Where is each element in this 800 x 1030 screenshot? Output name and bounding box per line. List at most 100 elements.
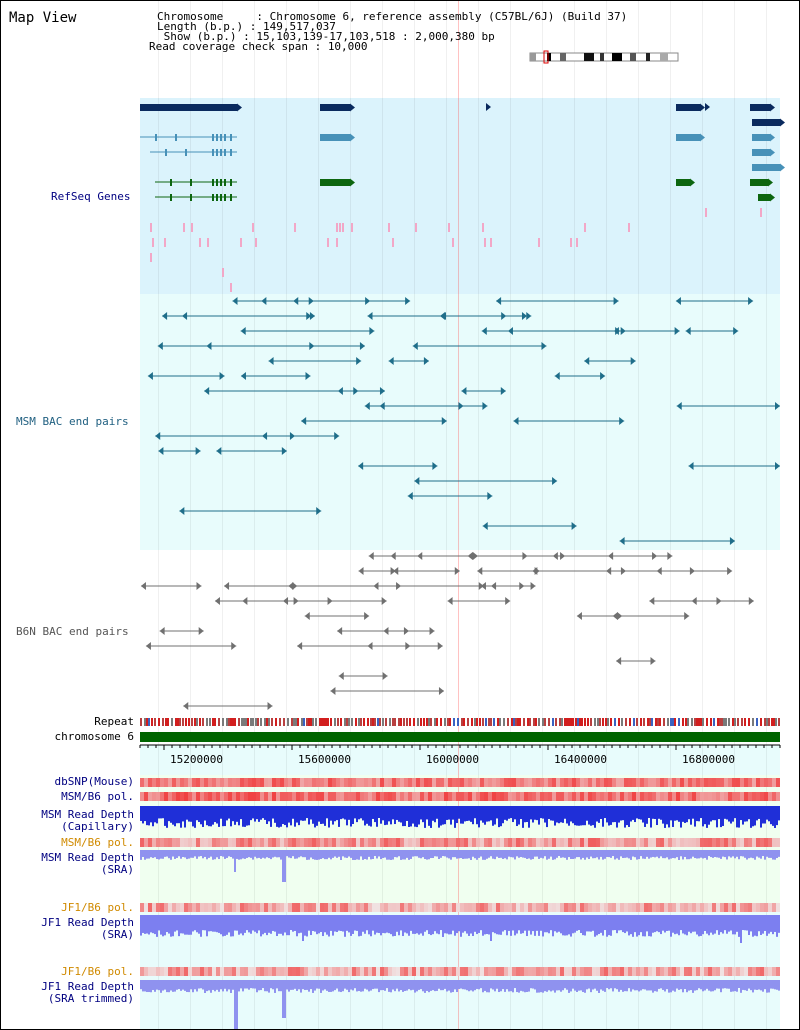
jf1-b6-pol-cell[interactable] — [168, 903, 172, 912]
msm-sra-depth-bar[interactable] — [496, 850, 498, 857]
jf1-b6-pol-cell[interactable] — [632, 903, 636, 912]
jf1-trimmed-depth-bar[interactable] — [254, 980, 256, 989]
msm-b6-pol-cell[interactable] — [540, 838, 544, 847]
msm-b6-pol-cell[interactable] — [508, 792, 512, 801]
repeat-element[interactable] — [337, 718, 339, 726]
repeat-element[interactable] — [717, 718, 719, 726]
msm-b6-pol-cell[interactable] — [688, 838, 692, 847]
msm-sra-depth-bar[interactable] — [682, 850, 684, 860]
msm-sra-depth-bar[interactable] — [756, 850, 758, 857]
jf1-sra-depth-bar[interactable] — [386, 915, 388, 933]
msm-sra-depth-bar[interactable] — [688, 850, 690, 860]
jf1-b6-pol-cell[interactable] — [156, 967, 160, 976]
msm-sra-depth-bar[interactable] — [218, 850, 220, 860]
msm-b6-pol-cell[interactable] — [576, 792, 580, 801]
msm-b6-pol-cell[interactable] — [320, 792, 324, 801]
jf1-b6-pol-cell[interactable] — [424, 903, 428, 912]
jf1-b6-pol-cell[interactable] — [244, 903, 248, 912]
msm-sra-depth-bar[interactable] — [618, 850, 620, 860]
jf1-b6-pol-cell[interactable] — [584, 967, 588, 976]
msm-b6-pol-cell[interactable] — [768, 792, 772, 801]
jf1-b6-pol-cell[interactable] — [528, 903, 532, 912]
jf1-trimmed-depth-bar[interactable] — [230, 980, 232, 993]
dbsnp-density-cell[interactable] — [700, 778, 704, 787]
msm-capillary-depth-bar[interactable] — [144, 806, 146, 822]
repeat-element[interactable] — [417, 718, 419, 726]
track-label-dbsnp[interactable]: dbSNP(Mouse) — [54, 775, 134, 788]
jf1-sra-depth-bar[interactable] — [426, 915, 428, 931]
jf1-sra-depth-bar[interactable] — [274, 915, 276, 932]
jf1-b6-pol-cell[interactable] — [200, 967, 204, 976]
jf1-b6-pol-cell[interactable] — [460, 903, 464, 912]
jf1-b6-pol-cell[interactable] — [284, 903, 288, 912]
jf1-sra-depth-bar[interactable] — [336, 915, 338, 932]
bac-end-marker[interactable] — [358, 567, 364, 575]
jf1-sra-depth-bar[interactable] — [334, 915, 336, 932]
refseq-exon[interactable] — [230, 134, 232, 141]
repeat-element[interactable] — [308, 718, 310, 726]
repeat-element[interactable] — [385, 718, 387, 726]
msm-sra-depth-bar[interactable] — [602, 850, 604, 860]
msm-b6-pol-cell[interactable] — [752, 838, 756, 847]
jf1-b6-pol-cell[interactable] — [608, 903, 612, 912]
dbsnp-density-cell[interactable] — [276, 778, 280, 787]
msm-sra-depth-bar[interactable] — [330, 850, 332, 860]
repeat-element[interactable] — [154, 718, 156, 726]
bac-end-marker[interactable] — [481, 327, 487, 335]
jf1-trimmed-depth-bar[interactable] — [352, 980, 354, 991]
repeat-element[interactable] — [523, 718, 525, 726]
jf1-b6-pol-cell[interactable] — [332, 967, 336, 976]
bac-end-marker[interactable] — [417, 552, 423, 560]
jf1-b6-pol-cell[interactable] — [656, 967, 660, 976]
jf1-b6-pol-cell[interactable] — [732, 903, 736, 912]
msm-capillary-depth-bar[interactable] — [462, 806, 464, 824]
msm-sra-depth-bar[interactable] — [486, 850, 488, 859]
repeat-element[interactable] — [218, 718, 220, 726]
jf1-trimmed-depth-bar[interactable] — [656, 980, 658, 992]
msm-b6-pol-cell[interactable] — [520, 792, 524, 801]
dbsnp-density-cell[interactable] — [768, 778, 772, 787]
jf1-sra-depth-bar[interactable] — [284, 915, 286, 933]
msm-b6-pol-cell[interactable] — [412, 838, 416, 847]
refseq-exon[interactable] — [220, 194, 222, 201]
jf1-trimmed-depth-bar[interactable] — [550, 980, 552, 992]
jf1-b6-pol-cell[interactable] — [476, 967, 480, 976]
msm-sra-depth-bar[interactable] — [418, 850, 420, 858]
jf1-b6-pol-cell[interactable] — [348, 903, 352, 912]
msm-sra-depth-bar[interactable] — [770, 850, 772, 858]
msm-sra-depth-bar[interactable] — [342, 850, 344, 857]
msm-sra-depth-bar[interactable] — [594, 850, 596, 859]
jf1-trimmed-depth-bar[interactable] — [296, 980, 298, 991]
jf1-b6-pol-cell[interactable] — [472, 967, 476, 976]
jf1-trimmed-depth-bar[interactable] — [148, 980, 150, 993]
msm-sra-depth-bar[interactable] — [146, 850, 148, 859]
msm-sra-depth-bar[interactable] — [392, 850, 394, 860]
bac-end-marker[interactable] — [505, 597, 511, 605]
jf1-trimmed-depth-bar[interactable] — [190, 980, 192, 990]
jf1-b6-pol-cell[interactable] — [620, 967, 624, 976]
msm-capillary-depth-bar[interactable] — [324, 806, 326, 826]
msm-sra-depth-bar[interactable] — [378, 850, 380, 857]
msm-capillary-depth-bar[interactable] — [628, 806, 630, 827]
msm-b6-pol-cell[interactable] — [268, 792, 272, 801]
refseq-gene[interactable] — [750, 104, 770, 111]
msm-b6-pol-cell[interactable] — [316, 838, 320, 847]
bac-end-marker[interactable] — [775, 402, 780, 410]
jf1-sra-depth-bar[interactable] — [508, 915, 510, 931]
jf1-b6-pol-cell[interactable] — [364, 967, 368, 976]
jf1-sra-depth-bar[interactable] — [620, 915, 622, 931]
dbsnp-density-cell[interactable] — [648, 778, 652, 787]
msm-capillary-depth-bar[interactable] — [690, 806, 692, 825]
track-label-msm-read-depth-sra[interactable]: MSM Read Depth (SRA) — [0, 852, 134, 876]
jf1-b6-pol-cell[interactable] — [192, 903, 196, 912]
jf1-sra-depth-bar[interactable] — [532, 915, 534, 932]
msm-capillary-depth-bar[interactable] — [672, 806, 674, 827]
track-label-jf1-read-depth-sra-trimmed[interactable]: JF1 Read Depth (SRA trimmed) — [0, 981, 134, 1005]
msm-b6-pol-cell[interactable] — [192, 792, 196, 801]
jf1-b6-pol-cell[interactable] — [604, 903, 608, 912]
jf1-b6-pol-cell[interactable] — [296, 967, 300, 976]
track-label-b6n-bac-end-pairs[interactable]: B6N BAC end pairs — [16, 625, 129, 638]
jf1-trimmed-depth-bar[interactable] — [404, 980, 406, 991]
jf1-trimmed-depth-bar[interactable] — [470, 980, 472, 991]
jf1-trimmed-depth-bar[interactable] — [750, 980, 752, 991]
